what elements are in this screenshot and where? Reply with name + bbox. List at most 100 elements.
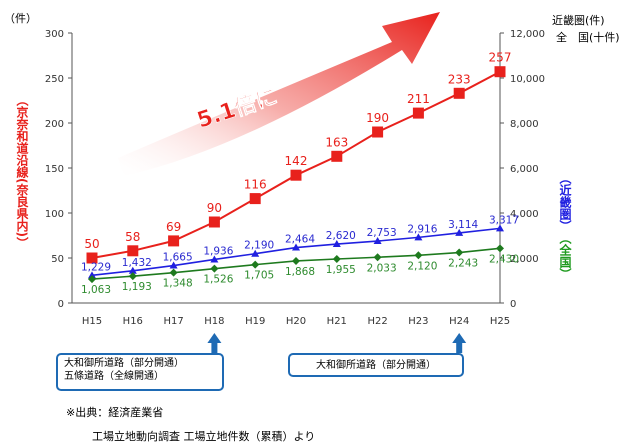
note-arrow-h24 <box>452 333 467 353</box>
data-label-series-0: 257 <box>489 51 512 65</box>
x-tick-label: H19 <box>245 316 265 327</box>
data-label-series-2: 1,705 <box>244 270 274 282</box>
data-label-series-2: 1,526 <box>203 274 233 286</box>
note-line: 大和御所道路（部分開通） <box>316 360 436 371</box>
x-tick-label: H24 <box>449 316 469 327</box>
series-0-point <box>86 252 98 264</box>
x-tick-label: H25 <box>490 316 510 327</box>
series-0-point <box>127 245 139 257</box>
series-1-point <box>292 243 300 251</box>
series-0-point <box>453 87 465 99</box>
right-unit-label-national: 全 国(十件) <box>556 30 620 44</box>
data-labels: 50 58 69 90 116 142 163 190 211 233 257 1,229 1,432 1… <box>81 51 519 296</box>
data-label-series-0: 90 <box>207 201 222 215</box>
data-label-series-2: 2,243 <box>448 258 478 270</box>
series-layer <box>86 66 506 284</box>
data-label-series-2: 1,348 <box>163 278 193 290</box>
data-label-series-2: 2,120 <box>407 260 437 272</box>
series-2-point <box>414 251 423 260</box>
series-2-point <box>455 248 464 257</box>
note-box-h18: 大和御所道路（部分開通） 五條道路（全線開通） <box>56 353 224 391</box>
right-tick-label: 8,000 <box>510 119 539 130</box>
left-tick-label: 200 <box>45 119 64 130</box>
x-tick-label: H18 <box>204 316 224 327</box>
data-label-series-1: 2,753 <box>367 227 397 239</box>
data-label-series-1: 2,620 <box>326 230 356 242</box>
series-2-point <box>373 253 382 262</box>
left-tick-label: 100 <box>45 209 64 220</box>
data-label-series-1: 2,190 <box>244 240 274 252</box>
data-label-series-0: 142 <box>285 154 308 168</box>
data-label-series-0: 69 <box>166 220 181 234</box>
series-1-point <box>455 228 464 236</box>
series-0-point <box>412 107 424 119</box>
data-label-series-0: 116 <box>244 178 267 192</box>
series-1-point <box>88 271 96 279</box>
left-tick-label: 50 <box>51 254 64 265</box>
series-1-point <box>496 224 504 232</box>
series-2-point <box>88 275 96 284</box>
data-label-series-0: 163 <box>325 135 348 149</box>
source-line-1: ※出典：経済産業省 <box>66 406 164 419</box>
series-1-point <box>210 255 219 263</box>
series-1-point <box>128 266 137 274</box>
left-tick-label: 250 <box>45 74 64 85</box>
series-0-point <box>168 235 180 247</box>
x-tick-label: H23 <box>408 316 428 327</box>
data-label-series-2: 1,868 <box>285 266 315 278</box>
right-tick-label: 0 <box>510 299 516 310</box>
right-tick-label: 2,000 <box>510 254 539 265</box>
data-label-series-2: 1,193 <box>122 281 152 293</box>
note-line: 大和御所道路（部分開通） <box>64 358 184 369</box>
data-label-series-0: 190 <box>366 111 389 125</box>
series-0-point <box>208 216 220 228</box>
series-1-point <box>251 249 260 257</box>
data-label-series-2: 2,430 <box>489 253 519 265</box>
data-label-series-1: 3,114 <box>448 219 478 231</box>
series-0-point <box>494 66 506 78</box>
source-line-2: 工場立地動向調査 工場立地件数（累積）より <box>92 430 316 443</box>
series-2-point <box>496 244 504 253</box>
data-label-series-0: 58 <box>125 230 140 244</box>
series-1-point <box>169 261 178 269</box>
series-0-point <box>331 150 343 162</box>
right-tick-label: 4,000 <box>510 209 539 220</box>
data-label-series-2: 2,033 <box>367 262 397 274</box>
right-unit-label-kinki: 近畿圏(件) <box>552 13 605 27</box>
right-tick-label: 6,000 <box>510 164 539 175</box>
note-box-h24: 大和御所道路（部分開通） <box>288 353 464 377</box>
x-tick-label: H22 <box>367 316 387 327</box>
data-label-series-2: 1,955 <box>326 264 356 276</box>
data-label-series-2: 1,063 <box>81 284 111 296</box>
data-label-series-0: 233 <box>448 72 471 86</box>
x-tick-label: H15 <box>82 316 102 327</box>
right-axis-title-national: （全国） <box>558 232 572 280</box>
right-tick-label: 10,000 <box>510 74 545 85</box>
series-2-point <box>210 264 219 273</box>
note-arrow-h18 <box>207 333 222 353</box>
data-label-series-1: 1,229 <box>81 261 111 273</box>
series-0-point <box>372 126 384 138</box>
x-tick-label: H20 <box>286 316 306 327</box>
x-tick-label: H21 <box>327 316 347 327</box>
left-axis-title: （京奈和道沿線(奈良県内)） <box>15 94 29 249</box>
data-label-series-1: 1,665 <box>163 252 193 264</box>
series-1-point <box>373 237 382 245</box>
series-2-point <box>332 255 341 264</box>
growth-arrow <box>118 12 440 176</box>
data-label-series-1: 2,916 <box>407 223 437 235</box>
right-tick-label: 12,000 <box>510 29 545 40</box>
series-1-point <box>414 233 423 241</box>
data-label-series-0: 50 <box>84 237 99 251</box>
data-label-series-0: 211 <box>407 92 430 106</box>
series-2-point <box>128 272 137 281</box>
series-1-point <box>332 240 341 248</box>
note-line: 五條道路（全線開通） <box>64 371 164 382</box>
data-label-series-1: 3,317 <box>489 214 519 226</box>
series-0-point <box>249 193 261 205</box>
axes: 0 50 100 150 200 250 300 0 2,000 4,000 6,000 8,000 1… <box>4 12 620 353</box>
left-tick-label: 300 <box>45 29 64 40</box>
series-2-point <box>292 256 300 265</box>
series-0-point <box>290 169 302 181</box>
